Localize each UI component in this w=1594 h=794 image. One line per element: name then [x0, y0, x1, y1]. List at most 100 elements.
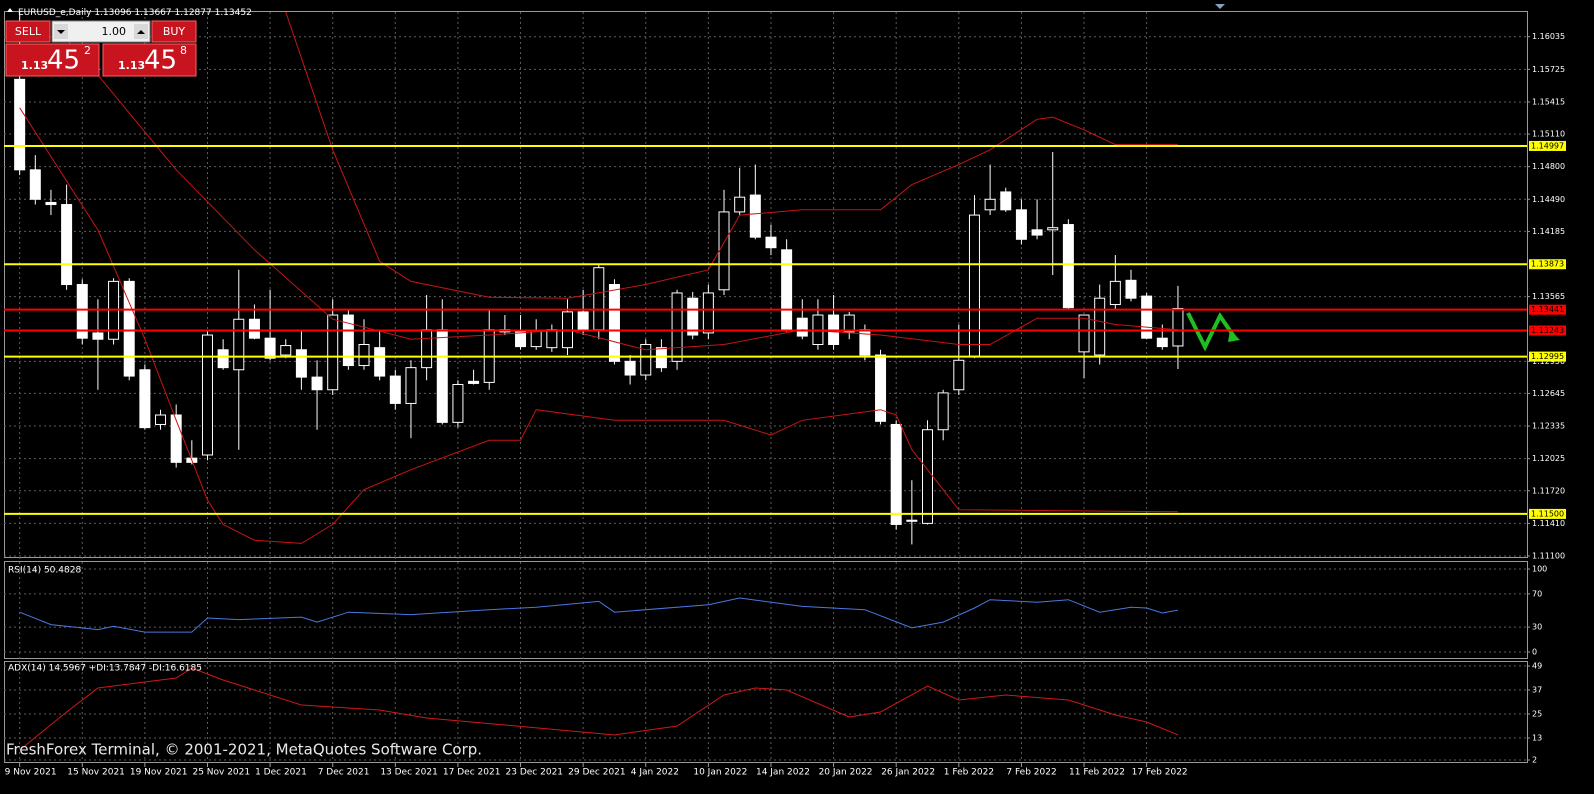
x-tick-label: 26 Jan 2022 [881, 768, 935, 778]
candle-body [280, 345, 292, 356]
candle-body [937, 392, 949, 431]
main-frame [4, 11, 1528, 558]
x-tick-label: 7 Dec 2021 [318, 768, 370, 778]
y-tick-label: 1.14185 [1532, 227, 1565, 236]
lot-up-icon [137, 30, 145, 34]
candle-body [1078, 314, 1090, 353]
rsi-layer [19, 597, 1178, 633]
candle-body [640, 344, 652, 376]
candle-body [217, 349, 229, 369]
y-tick-label: 1.15415 [1532, 97, 1565, 106]
ohlc-close: 1.13452 [215, 8, 252, 18]
candle-body [655, 347, 667, 369]
x-tick-label: 17 Dec 2021 [443, 768, 501, 778]
y-tick-label: 1.15725 [1532, 65, 1565, 74]
level-label: 1.13441 [1531, 305, 1564, 314]
x-tick-label: 9 Nov 2021 [5, 768, 57, 778]
y-tick-label: 37 [1532, 686, 1542, 695]
x-tick-label: 29 Dec 2021 [568, 768, 626, 778]
indicator-title: ADX(14) 14.5967 +DI:13.7847 -DI:16.6185 [8, 664, 202, 674]
shift-marker [1215, 4, 1225, 9]
rsi-frame [4, 561, 1528, 659]
candle-body [624, 360, 636, 376]
y-tick-label: 1.11720 [1532, 486, 1565, 495]
buy-price[interactable] [102, 43, 197, 77]
y-tick-label: 100 [1532, 565, 1547, 574]
sell-button[interactable] [5, 20, 51, 43]
grid-layer [4, 12, 1527, 761]
x-tick-label: 25 Nov 2021 [192, 768, 250, 778]
y-tick-label: 70 [1532, 589, 1542, 598]
x-tick-label: 11 Feb 2022 [1069, 768, 1125, 778]
level-tag [1529, 140, 1566, 151]
sell-pips: 45 [47, 46, 80, 76]
candle-body [1156, 337, 1168, 348]
level-tag [1529, 325, 1566, 336]
candle-body [1172, 308, 1184, 347]
candle-body [248, 318, 260, 339]
candle-body [342, 314, 354, 367]
buy-big: 1.13 [118, 59, 145, 72]
candle-body [170, 414, 182, 463]
candle-body [1015, 209, 1027, 240]
candle-body [139, 369, 151, 429]
adx-frame [4, 661, 1528, 763]
symbol: EURUSD_e,Daily [18, 8, 92, 18]
level-label: 1.14997 [1531, 141, 1564, 150]
candle-body [1047, 227, 1059, 231]
y-tick-label: 13 [1532, 734, 1542, 743]
candle-body [61, 204, 73, 286]
candle-body [1000, 191, 1012, 211]
y-tick-label: 30 [1532, 623, 1542, 632]
candle-body [327, 314, 339, 391]
sell-price[interactable] [5, 43, 100, 77]
candle-body [436, 329, 448, 423]
indicator-line [19, 597, 1178, 633]
lot-down-icon [57, 30, 65, 34]
candle-body [201, 334, 213, 456]
x-tick-label: 20 Jan 2022 [819, 768, 873, 778]
buy-button[interactable] [151, 20, 197, 43]
candle-body [593, 267, 605, 331]
candle-body [405, 367, 417, 404]
candle-body [311, 376, 323, 391]
y-tick-label: 0 [1532, 648, 1537, 657]
candle-body [295, 349, 307, 378]
candle-body [546, 329, 558, 349]
candle-body [922, 429, 934, 524]
candle-body [264, 337, 276, 359]
sell-label: SELL [15, 25, 42, 38]
candle-body [374, 347, 386, 377]
level-label: 1.11500 [1531, 509, 1564, 518]
forecast-arrow-head [1228, 330, 1240, 342]
y-tick-label: 1.14490 [1532, 195, 1565, 204]
ohlc-low: 1.12877 [175, 8, 212, 18]
candle-body [421, 329, 433, 369]
axis-layer: 1.16035 1.15725 1.15415 1.15110 1.14800 1.144… [5, 32, 1566, 778]
bollinger-band [19, 107, 1178, 544]
indicator-title: RSI(14) 50.4828 [8, 566, 81, 576]
candle-body [577, 311, 589, 331]
lot-value: 1.00 [102, 25, 127, 38]
candle-body [608, 284, 620, 362]
level-label: 1.13873 [1531, 260, 1564, 269]
level-label: 1.13243 [1531, 326, 1564, 335]
level-tag [1529, 508, 1566, 519]
candle-body [718, 211, 730, 291]
footer: FreshForex Terminal, © 2001-2021, MetaQu… [6, 741, 482, 759]
candle-body [358, 344, 370, 367]
y-tick-label: 2 [1532, 756, 1537, 765]
bollinger-band [285, 12, 1178, 299]
lot-field[interactable] [51, 20, 151, 43]
candle-body [702, 292, 714, 334]
candle-body [734, 196, 746, 213]
y-tick-label: 1.12645 [1532, 389, 1565, 398]
candle-body [906, 519, 918, 522]
menu-marker [7, 8, 13, 12]
x-tick-label: 23 Dec 2021 [506, 768, 564, 778]
bollinger-band [66, 39, 1178, 351]
y-tick-label: 1.12335 [1532, 422, 1565, 431]
candle-body [875, 354, 887, 422]
y-tick-label: 1.12025 [1532, 454, 1565, 463]
